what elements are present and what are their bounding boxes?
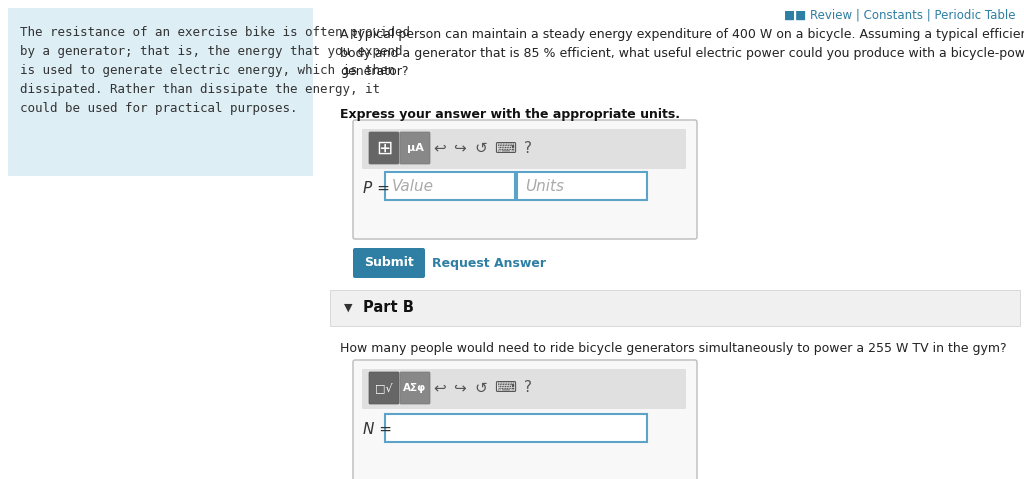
Text: ■■ Review | Constants | Periodic Table: ■■ Review | Constants | Periodic Table: [784, 8, 1016, 21]
Text: Value: Value: [392, 179, 434, 194]
Text: P =: P =: [362, 181, 390, 195]
Text: Request Answer: Request Answer: [432, 256, 546, 270]
FancyBboxPatch shape: [362, 129, 686, 169]
FancyBboxPatch shape: [400, 132, 430, 164]
Bar: [385, 414, 647, 442]
Text: ⌨: ⌨: [494, 140, 516, 156]
Bar: [330, 290, 1020, 326]
Text: ↺: ↺: [475, 380, 487, 396]
FancyBboxPatch shape: [353, 360, 697, 479]
Text: ▼: ▼: [344, 303, 352, 313]
Text: ⊞: ⊞: [376, 138, 392, 158]
Text: N =: N =: [362, 422, 392, 437]
Text: ⌨: ⌨: [494, 380, 516, 396]
Text: ↪: ↪: [454, 140, 466, 156]
FancyBboxPatch shape: [369, 132, 399, 164]
FancyBboxPatch shape: [353, 120, 697, 239]
Text: ↩: ↩: [433, 380, 446, 396]
Text: AΣφ: AΣφ: [403, 383, 427, 393]
Text: The resistance of an exercise bike is often provided
by a generator; that is, th: The resistance of an exercise bike is of…: [20, 26, 410, 115]
FancyBboxPatch shape: [8, 8, 313, 176]
Text: How many people would need to ride bicycle generators simultaneously to power a : How many people would need to ride bicyc…: [340, 342, 1007, 355]
Bar: [517, 172, 647, 200]
Text: ?: ?: [524, 380, 532, 396]
Text: μA: μA: [407, 143, 424, 153]
Text: A typical person can maintain a steady energy expenditure of 400 W on a bicycle.: A typical person can maintain a steady e…: [340, 28, 1024, 78]
Bar: [385, 172, 515, 200]
Text: Express your answer with the appropriate units.: Express your answer with the appropriate…: [340, 108, 680, 121]
Text: ↺: ↺: [475, 140, 487, 156]
Text: ?: ?: [524, 140, 532, 156]
Text: ↪: ↪: [454, 380, 466, 396]
FancyBboxPatch shape: [400, 372, 430, 404]
Text: Units: Units: [525, 179, 564, 194]
Text: ↩: ↩: [433, 140, 446, 156]
Text: □√: □√: [375, 383, 393, 393]
FancyBboxPatch shape: [369, 372, 399, 404]
Text: Submit: Submit: [365, 256, 414, 270]
Text: Part B: Part B: [362, 300, 414, 316]
FancyBboxPatch shape: [362, 369, 686, 409]
FancyBboxPatch shape: [353, 248, 425, 278]
